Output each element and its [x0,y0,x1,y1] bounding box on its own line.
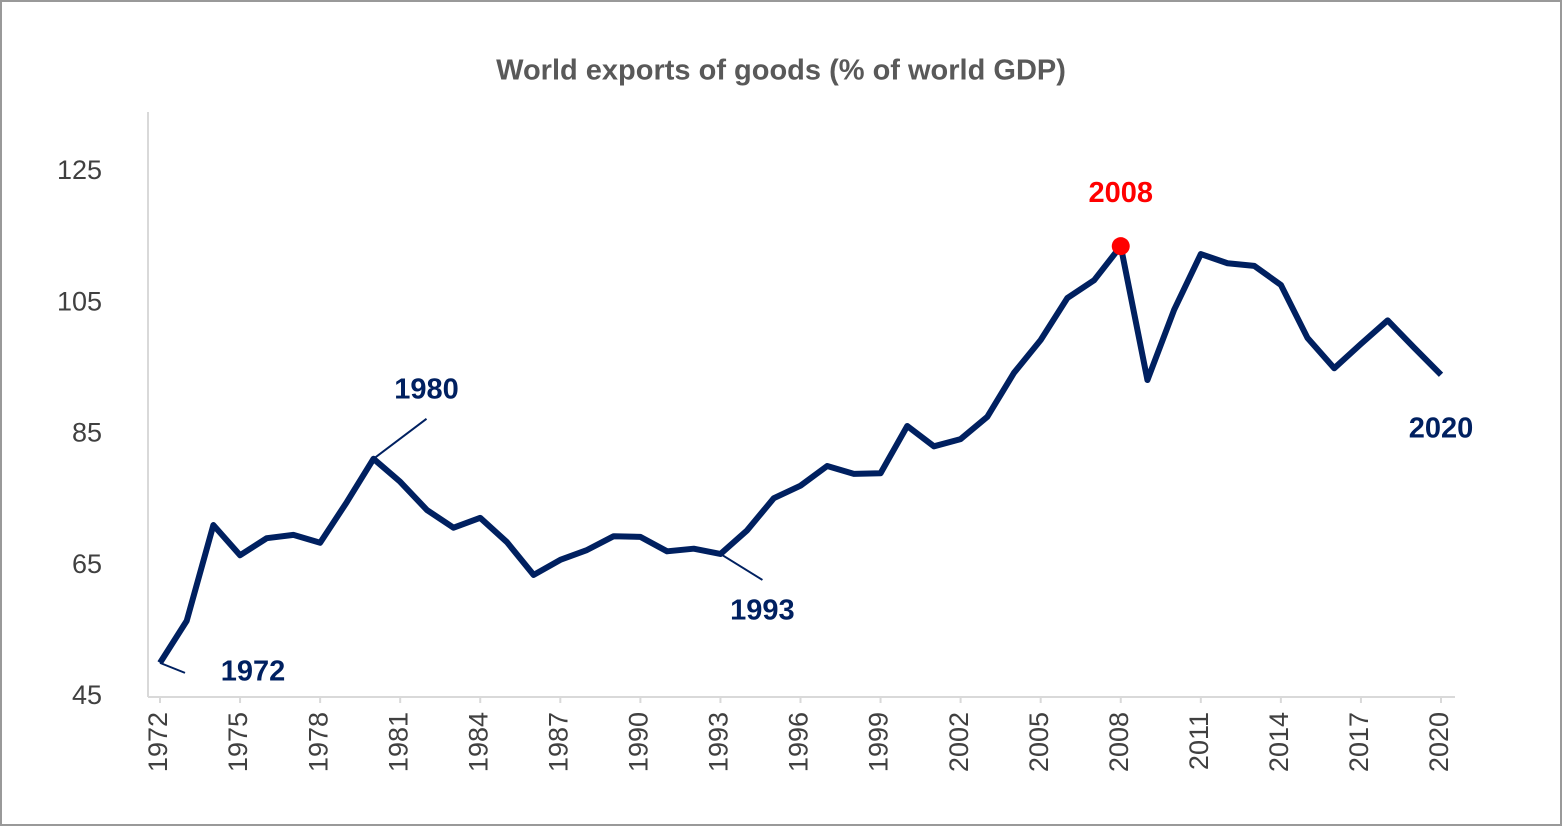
annotation-leader [719,553,763,581]
y-tick-label: 85 [72,418,102,448]
y-tick-label: 45 [72,680,102,710]
x-tick-label: 1996 [784,712,814,772]
x-tick-label: 1981 [383,712,413,772]
x-tick-label: 1990 [624,712,654,772]
annotation: 1972 [221,656,286,688]
annotation-leader [159,661,186,674]
annotation: 1993 [730,595,795,627]
x-tick-label: 1978 [303,712,333,772]
annotation: 2020 [1409,412,1474,444]
x-tick-label: 2002 [944,712,974,772]
y-tick-label: 125 [57,155,102,185]
highlight-point [1111,237,1130,256]
x-tick-label: 1987 [543,712,573,772]
x-tick-label: 1975 [223,712,253,772]
annotation-leader [372,417,428,460]
x-tick-label: 1984 [463,712,493,772]
x-tick-label: 2011 [1184,712,1214,770]
y-tick-label: 65 [72,549,102,579]
annotation: 2008 [1088,177,1153,209]
x-tick-label: 1993 [704,712,734,772]
x-tick-label: 1972 [143,712,173,772]
x-tick-label: 2020 [1424,712,1454,772]
x-tick-label: 2017 [1344,712,1374,772]
annotation: 1980 [394,373,459,405]
x-tick-label: 2008 [1104,712,1134,772]
x-tick-label: 2005 [1024,712,1054,772]
x-tick-label: 2014 [1264,712,1294,772]
x-tick-label: 1999 [864,712,894,772]
y-tick-label: 105 [57,286,102,316]
chart-title: World exports of goods (% of world GDP) [496,55,1066,87]
